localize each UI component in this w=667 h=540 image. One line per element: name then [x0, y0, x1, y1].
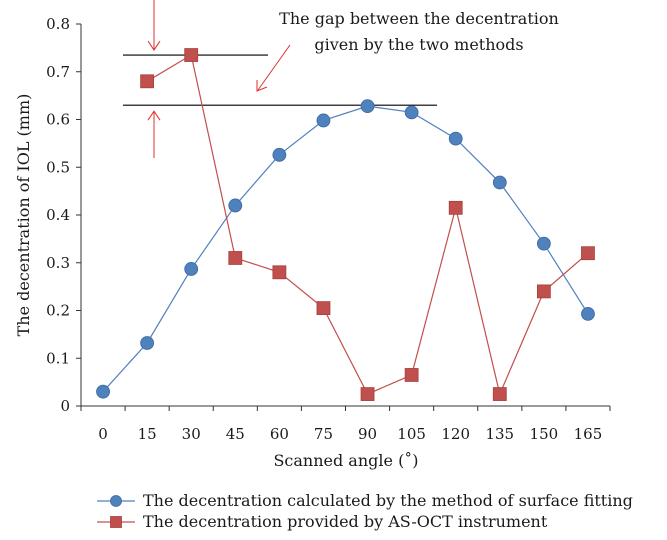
y-tick-label: 0.2 [46, 302, 70, 320]
y-tick-label: 0.7 [46, 63, 70, 81]
series-2-point [492, 387, 507, 401]
y-tick-label: 0.4 [46, 206, 70, 224]
x-tick-label: 120 [441, 425, 470, 443]
x-tick-label: 45 [226, 425, 245, 443]
arrow-down-head [147, 40, 161, 51]
y-tick-label: 0.8 [46, 15, 70, 33]
x-tick-label: 15 [138, 425, 157, 443]
series-2-point [448, 200, 463, 215]
series-1-point [581, 306, 595, 321]
series-1-point [360, 99, 375, 114]
x-tick-label: 135 [485, 425, 514, 443]
y-tick-label: 0.1 [46, 349, 70, 367]
annotation-text: The gap between the decentration [279, 9, 559, 28]
series-1-point [404, 105, 419, 120]
series-1-point [228, 198, 243, 213]
y-tick-label: 0.5 [46, 158, 70, 176]
x-tick-label: 165 [574, 425, 603, 443]
x-axis-label: Scanned angle (˚) [273, 451, 418, 470]
legend: The decentration calculated by the metho… [97, 491, 633, 531]
legend-label-1: The decentration calculated by the metho… [143, 491, 633, 510]
y-axis-ticks: 0 0.1 0.2 0.3 0.4 0.5 0.6 0.7 0.8 [46, 15, 81, 415]
legend-marker-square [110, 516, 122, 528]
series-1-point [96, 384, 110, 399]
x-tick-label: 150 [530, 425, 559, 443]
annotation-pointer [257, 44, 291, 91]
series-2-point [228, 251, 243, 265]
series-1-point [316, 113, 331, 128]
x-axis-ticks: 0 15 30 45 60 75 90 105 120 135 150 165 [80, 406, 611, 443]
series-line-1 [102, 105, 589, 393]
series-2-point [272, 265, 287, 280]
series-2-point [536, 284, 551, 299]
plot-area: 0 0.1 0.2 0.3 0.4 0.5 0.6 0.7 0.8 0 15 30 45 60 75 90 1… [46, 0, 611, 443]
series-2-point [404, 368, 419, 382]
series-group [96, 48, 595, 401]
gap-annotation: The gap between the decentration given by… [123, 0, 559, 158]
series-2-point [316, 301, 331, 316]
y-tick-label: 0 [60, 397, 70, 415]
series-1-point [448, 131, 463, 146]
y-axis-label: The decentration of IOL (mm) [14, 94, 33, 337]
series-2-point [581, 246, 595, 261]
x-tick-label: 30 [182, 425, 201, 443]
y-tick-label: 0.3 [46, 254, 70, 272]
y-tick-label: 0.6 [46, 111, 70, 129]
x-tick-label: 105 [397, 425, 426, 443]
series-1-point [140, 336, 155, 350]
series-1-point [184, 262, 199, 276]
x-tick-label: 90 [358, 425, 377, 443]
annotation-pointer-head [256, 80, 268, 92]
series-2-point [184, 48, 199, 62]
series-2-point [360, 387, 375, 401]
series-2-point [140, 74, 155, 89]
series-1-point [272, 147, 287, 162]
arrow-up-head [147, 110, 161, 121]
x-tick-label: 0 [98, 425, 108, 443]
x-tick-label: 75 [314, 425, 333, 443]
x-tick-label: 60 [270, 425, 289, 443]
legend-label-2: The decentration provided by AS-OCT inst… [143, 512, 548, 531]
annotation-text: given by the two methods [314, 35, 523, 54]
series-1-point [536, 236, 551, 251]
legend-marker-circle [110, 495, 122, 507]
series-1-point [492, 175, 507, 190]
